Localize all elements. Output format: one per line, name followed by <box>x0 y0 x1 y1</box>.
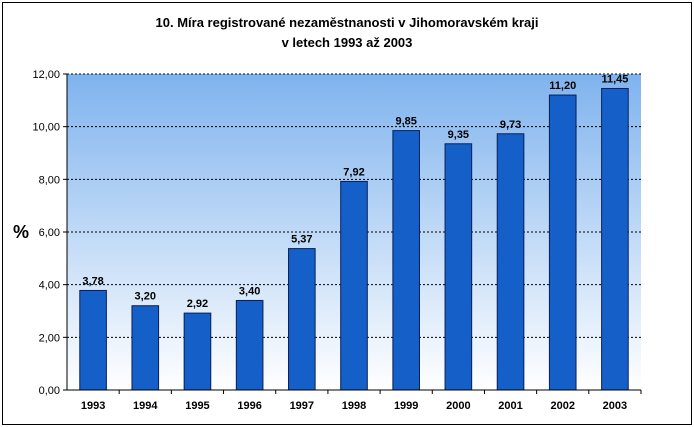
x-tick-label-1996: 1996 <box>237 400 261 412</box>
data-label-1998: 7,92 <box>343 166 364 178</box>
x-tick-label-1993: 1993 <box>81 400 105 412</box>
bar-2001 <box>496 133 525 391</box>
y-tick-label: 0,00 <box>39 385 60 397</box>
bar-1997 <box>288 248 316 391</box>
bar-chart: 0,00 2,00 4,00 6,00 8,00 10,00 12,00 3,78 1993 3,… <box>13 69 642 412</box>
data-label-1993: 3,78 <box>82 275 103 287</box>
x-tick-label-2001: 2001 <box>498 400 522 412</box>
y-tick-label: 12,00 <box>32 69 60 81</box>
x-tick-label-2000: 2000 <box>446 400 470 412</box>
bar-1998 <box>340 180 368 391</box>
x-tick-label-1999: 1999 <box>394 400 418 412</box>
chart-title-line-1: 10. Míra registrované nezaměstnanosti v … <box>155 15 539 30</box>
labels: 0,00 2,00 4,00 6,00 8,00 10,00 12,00 3,78 1993 3,… <box>32 69 628 412</box>
bar-1994 <box>131 305 160 391</box>
data-label-2002: 11,20 <box>549 80 576 92</box>
y-tick-label: 8,00 <box>39 174 60 186</box>
y-tick-label: 2,00 <box>39 332 60 344</box>
x-tick-label-1997: 1997 <box>290 400 314 412</box>
bar-1995 <box>183 312 212 391</box>
data-label-2003: 11,45 <box>601 73 628 85</box>
bar-2003 <box>601 87 629 391</box>
bar-2000 <box>444 143 473 391</box>
bar-2002 <box>548 94 577 391</box>
x-tick-label-1994: 1994 <box>133 400 158 412</box>
data-label-1995: 2,92 <box>187 298 208 310</box>
data-label-1996: 3,40 <box>239 285 260 297</box>
data-label-2001: 9,73 <box>500 119 521 131</box>
data-label-1999: 9,85 <box>395 116 416 128</box>
chart-title-line-2: v letech 1993 až 2003 <box>281 35 413 50</box>
y-axis-label: % <box>13 222 29 242</box>
x-tick-label-1995: 1995 <box>185 400 209 412</box>
y-tick-label: 6,00 <box>39 227 60 239</box>
bar-1999 <box>392 130 420 391</box>
bars <box>79 87 629 391</box>
data-label-1997: 5,37 <box>291 234 312 246</box>
axes <box>63 73 642 394</box>
bar-1996 <box>235 299 264 391</box>
y-tick-label: 10,00 <box>32 122 60 134</box>
chart-title: 10. Míra registrované nezaměstnanosti v … <box>3 13 691 53</box>
y-tick-label: 4,00 <box>39 280 60 292</box>
bar-1993 <box>79 289 107 391</box>
x-tick-label-1998: 1998 <box>342 400 366 412</box>
data-label-2000: 9,35 <box>448 129 469 141</box>
x-tick-label-2003: 2003 <box>603 400 627 412</box>
data-label-1994: 3,20 <box>135 291 156 303</box>
x-tick-label-2002: 2002 <box>550 400 574 412</box>
